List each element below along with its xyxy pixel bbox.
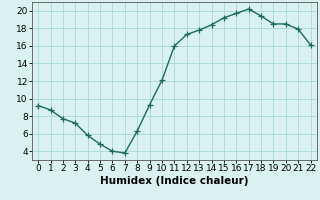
X-axis label: Humidex (Indice chaleur): Humidex (Indice chaleur) [100,176,249,186]
